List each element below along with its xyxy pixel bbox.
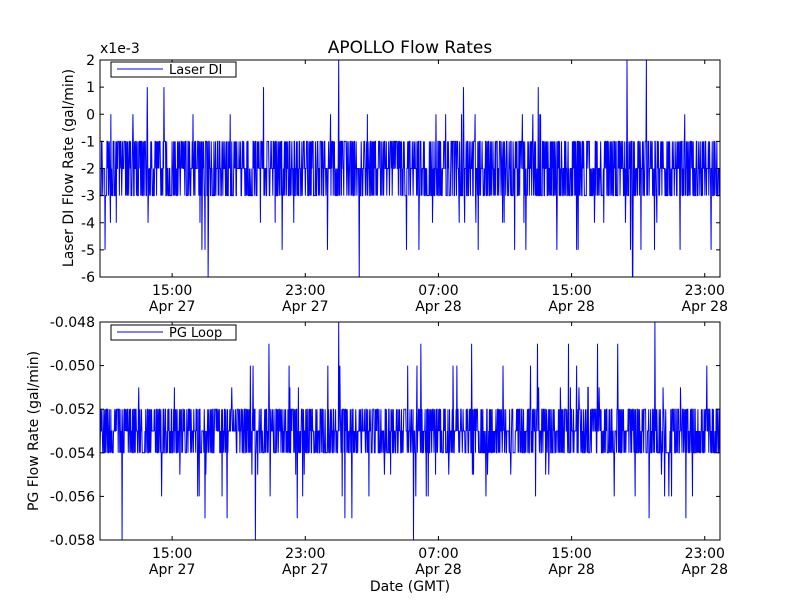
pg-loop-y-ticks: -0.058 -0.056 -0.054 -0.052 -0.050 -0.048 xyxy=(50,315,720,549)
laser-di-x-tick-time: 15:00 xyxy=(551,283,591,299)
pg-loop-y-tick-label: -0.048 xyxy=(50,315,95,331)
laser-di-y-tick-label: -5 xyxy=(81,243,95,259)
laser-di-series-polyline xyxy=(100,59,721,278)
laser-di-y-tick-label: 2 xyxy=(86,53,95,69)
pg-loop-y-tick-label: -0.050 xyxy=(50,359,95,375)
pg-loop-legend: PG Loop xyxy=(110,324,237,341)
laser-di-x-tick-date: Apr 28 xyxy=(548,299,594,315)
laser-di-y-tick-label: -2 xyxy=(81,162,95,178)
laser-di-y-tick-label: -3 xyxy=(81,189,95,205)
pg-loop-y-tick-label: -0.056 xyxy=(50,489,95,505)
pg-loop-y-tick-label: -0.054 xyxy=(50,446,95,462)
pg-loop-y-tick-label: -0.058 xyxy=(50,533,95,549)
laser-di-y-tick-label: -4 xyxy=(81,216,95,232)
laser-di-legend: Laser DI xyxy=(110,61,237,78)
pg-loop-x-tick-time: 23:00 xyxy=(685,546,725,562)
pg-loop-x-tick-time: 23:00 xyxy=(285,546,325,562)
laser-di-x-tick-time: 15:00 xyxy=(152,283,192,299)
pg-loop-x-tick-date: Apr 28 xyxy=(548,562,594,578)
laser-di-x-tick-time: 23:00 xyxy=(285,283,325,299)
laser-di-y-tick-label: -1 xyxy=(81,134,95,150)
laser-di-x-tick-time: 23:00 xyxy=(685,283,725,299)
pg-loop-x-tick-date: Apr 27 xyxy=(282,562,328,578)
laser-di-x-tick-date: Apr 27 xyxy=(282,299,328,315)
pg-loop-x-tick-time: 15:00 xyxy=(551,546,591,562)
pg-loop-x-tick-date: Apr 28 xyxy=(682,562,728,578)
laser-di-legend-label: Laser DI xyxy=(169,63,222,78)
pg-loop-x-tick-date: Apr 28 xyxy=(415,562,461,578)
laser-di-x-tick-date: Apr 28 xyxy=(682,299,728,315)
laser-di-x-tick-date: Apr 28 xyxy=(415,299,461,315)
pg-loop-axes-frame xyxy=(99,321,721,541)
laser-di-x-tick-date: Apr 27 xyxy=(149,299,195,315)
pg-loop-y-tick-label: -0.052 xyxy=(50,402,95,418)
laser-di-x-tick-time: 07:00 xyxy=(418,283,458,299)
pg-loop-series-line xyxy=(99,321,721,541)
laser-di-y-tick-label: -6 xyxy=(81,270,95,286)
laser-di-series-line xyxy=(100,59,721,278)
laser-di-y-ticks: -6 -5 -4 -3 -2 -1 0 1 2 xyxy=(81,53,720,286)
laser-di-y-axis-label: Laser DI Flow Rate (gal/min) xyxy=(61,69,77,267)
pg-loop-legend-box xyxy=(110,324,237,341)
pg-loop-legend-label: PG Loop xyxy=(169,326,222,341)
pg-loop-series-polyline xyxy=(99,321,721,541)
laser-di-y-tick-label: 0 xyxy=(86,107,95,123)
pg-loop-y-axis-label: PG Flow Rate (gal/min) xyxy=(26,351,42,511)
pg-loop-x-tick-time: 15:00 xyxy=(152,546,192,562)
x-axis-label: Date (GMT) xyxy=(370,579,450,595)
pg-loop-subplot: -0.058 -0.056 -0.054 -0.052 -0.050 -0.048 15:… xyxy=(26,315,728,578)
laser-di-offset-label: x1e-3 xyxy=(100,41,140,57)
laser-di-legend-box xyxy=(110,61,237,78)
figure-title: APOLLO Flow Rates xyxy=(328,38,493,58)
laser-di-y-tick-label: 1 xyxy=(86,80,95,96)
pg-loop-x-tick-time: 07:00 xyxy=(418,546,458,562)
pg-loop-x-tick-date: Apr 27 xyxy=(149,562,195,578)
